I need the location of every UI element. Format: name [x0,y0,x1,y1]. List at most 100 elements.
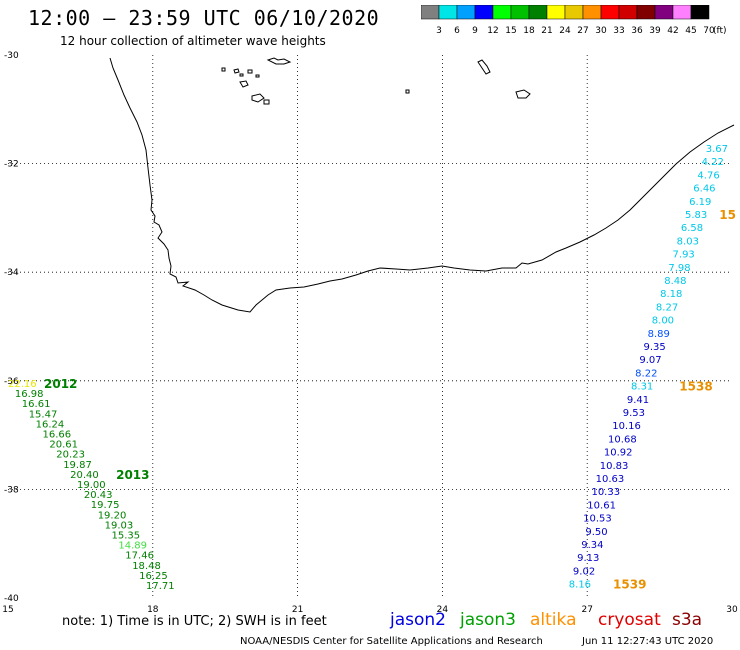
wave-height-value: 8.16 [569,580,591,591]
wave-height-value: 20.43 [84,490,113,501]
wave-height-value: 19.87 [63,460,92,471]
wave-height-value: 8.89 [648,329,670,340]
wave-height-value: 10.33 [591,487,620,498]
legend-tick-label: 24 [559,26,571,36]
wave-height-value: 9.02 [573,566,595,577]
wave-height-value: 16.25 [139,571,168,582]
wave-height-value: 9.50 [585,527,607,538]
legend-tick-label: 45 [685,26,696,36]
wave-height-value: 17.46 [125,551,154,562]
legend-tick-label: 21 [541,26,552,36]
wave-height-value: 15.47 [29,409,58,420]
wave-height-value: 10.63 [596,474,625,485]
coastline [109,57,735,313]
map-title: 12:00 – 23:59 UTC 06/10/2020 [28,6,380,30]
island-6 [477,59,491,75]
satellite-legend-cryosat: cryosat [598,610,661,630]
legend-tick-label: 15 [505,26,516,36]
altimeter-map: 15 18 21 24 27 30 -30 -32 -34 -36 -38 -40 3.67 4.22 4… [2,51,738,615]
lon-tick-label: 24 [437,605,449,615]
island-3 [247,69,260,78]
lat-tick-label: -36 [4,377,19,387]
wave-height-value: 10.92 [604,448,633,459]
wave-height-value: 9.34 [581,540,603,551]
legend-tick-label: 42 [667,26,678,36]
graticule [8,55,732,598]
wave-height-value: 19.20 [98,510,127,521]
wave-height-value: 5.83 [685,210,707,221]
wave-height-value: 19.75 [91,500,120,511]
lat-tick-label: -40 [4,594,19,604]
lon-tick-label: 27 [581,605,592,615]
legend-tick-label: 70 [703,26,715,36]
wave-height-value: 9.07 [639,355,661,366]
footer-credit: NOAA/NESDIS Center for Satellite Applica… [240,636,543,647]
legend-tick-label: 6 [454,26,460,36]
wave-height-value: 8.00 [652,316,674,327]
lat-tick-label: -34 [4,268,19,278]
legend-tick-label: 18 [523,26,535,36]
wave-height-value: 14.89 [118,541,147,552]
wave-height-value: 10.61 [587,500,616,511]
axis-labels: 15 18 21 24 27 30 -30 -32 -34 -36 -38 -40 [2,51,738,615]
wave-height-value: 3.67 [706,144,728,155]
legend-tick-label: 12 [487,26,498,36]
wave-height-value: 9.35 [643,342,665,353]
pass-time-label: 1538 [679,380,712,394]
pass-time-label: 2012 [44,377,77,391]
footer-timestamp: Jun 11 12:27:43 UTC 2020 [582,636,714,647]
wave-height-value: 6.19 [689,197,711,208]
satellite-legend-altika: altika [530,610,577,630]
legend-tick-label: 36 [631,26,643,36]
island-5 [239,80,270,105]
legend-tick-label: 33 [613,26,624,36]
wave-height-value: 7.98 [668,263,690,274]
pass-time-label: 15 [719,208,736,222]
island-1 [221,67,226,72]
wave-height-value: 16.24 [36,419,65,430]
island-2 [233,68,244,77]
legend-tick-label: 27 [577,26,588,36]
lon-tick-label: 21 [292,605,303,615]
legend-tick-label: 39 [649,26,661,36]
wave-height-value: 16.61 [22,399,51,410]
wave-height-tracks: 3.67 4.22 4.76 6.46 6.19 5.83 6.58 8.03 7.93 7.98… [8,144,736,592]
wave-height-value: 17.71 [146,581,175,592]
wave-height-value: 10.53 [583,514,612,525]
wave-height-value: 8.03 [677,236,699,247]
island-7 [405,89,531,99]
wave-height-value: 20.40 [70,470,99,481]
map-subtitle: 12 hour collection of altimeter wave hei… [60,34,326,48]
wave-height-value: 9.41 [627,395,649,406]
legend-tick-label: 3 [436,26,442,36]
coastline-main [109,57,735,313]
footer-note: note: 1) Time is in UTC; 2) SWH is in fe… [62,614,327,629]
wave-height-value: 10.16 [612,421,641,432]
wave-height-value: 22.16 [8,379,37,390]
pass-time-label: 2013 [116,468,149,482]
wave-height-value: 20.23 [56,450,85,461]
lon-tick-label: 30 [726,605,738,615]
pass-time-label: 1539 [613,578,646,592]
wave-height-value: 6.58 [681,223,703,234]
wave-height-value: 19.00 [77,480,106,491]
wave-height-value: 8.27 [656,302,678,313]
legend-unit: (ft) [713,26,727,36]
wave-height-value: 8.18 [660,289,682,300]
color-legend: 3 6 9 12 15 18 21 24 27 30 33 36 39 42 45 70(ft) [421,5,727,36]
wave-height-value: 16.98 [15,389,44,400]
wave-height-value: 8.48 [664,276,686,287]
wave-height-value: 8.31 [631,382,653,393]
wave-height-value: 10.68 [608,434,637,445]
wave-height-value: 7.93 [673,250,695,261]
wave-height-value: 9.13 [577,553,599,564]
wave-height-value: 4.22 [702,157,724,168]
wave-height-value: 19.03 [105,520,134,531]
lat-tick-label: -32 [4,160,19,170]
wave-height-value: 10.83 [600,461,629,472]
island-4 [266,57,292,65]
wave-height-value: 18.48 [132,561,161,572]
legend-swatch [690,5,710,20]
lon-tick-label: 18 [147,605,159,615]
wave-height-value: 8.22 [635,368,657,379]
